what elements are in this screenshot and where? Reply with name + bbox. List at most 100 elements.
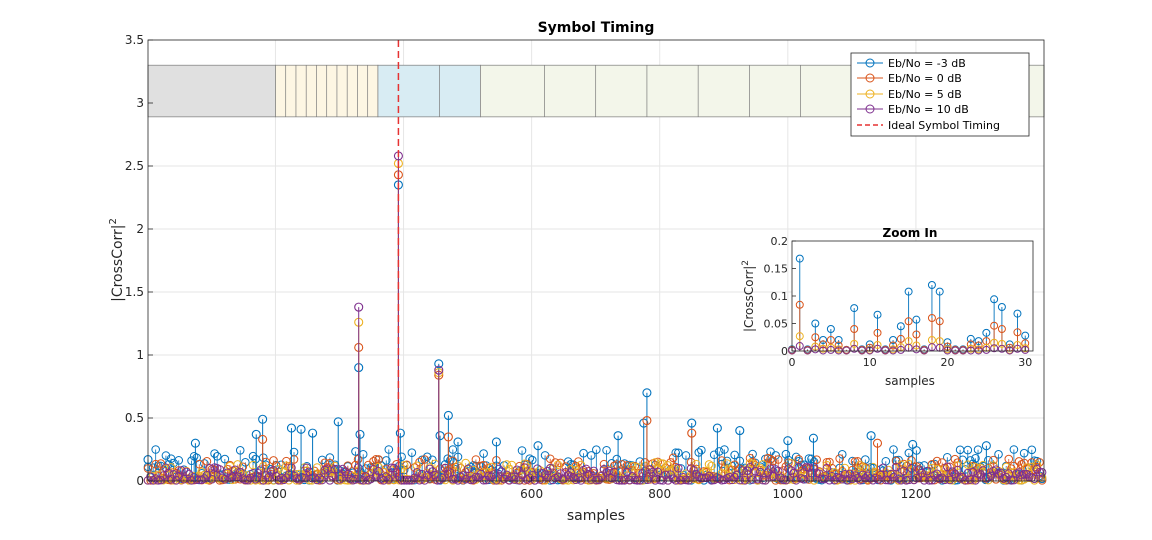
noise-marker <box>909 475 919 485</box>
noise-marker <box>276 473 286 483</box>
legend-entry-eb-0: Eb/No = 0 dB <box>857 72 962 85</box>
legend-label-eb-0: Eb/No = 0 dB <box>888 72 962 85</box>
stem-marker <box>251 429 261 439</box>
noise-marker <box>686 464 696 473</box>
zoom-stem-marker <box>811 345 820 354</box>
legend-marker-eb-m3 <box>865 58 875 68</box>
noise-marker <box>761 476 770 485</box>
stem-marker <box>639 418 649 428</box>
noise-marker <box>825 457 834 467</box>
zoom-y-ticks: 0 0.05 0.1 0.15 0.2 <box>764 235 796 358</box>
noise-marker <box>159 466 168 476</box>
noise-marker <box>791 452 801 462</box>
noise-marker <box>371 472 381 481</box>
stem-marker <box>533 441 543 451</box>
zoom-stem-marker <box>966 346 975 355</box>
zoom-stem-marker <box>1021 331 1030 340</box>
stem-marker <box>453 437 463 447</box>
zoom-stem-marker <box>997 339 1006 348</box>
noise-marker <box>684 476 693 485</box>
noise-marker <box>768 456 778 466</box>
noise-marker <box>971 454 980 463</box>
noise-marker <box>940 475 950 485</box>
noise-marker <box>343 469 353 479</box>
stem-marker <box>872 438 883 448</box>
zoom-x-tick-label: 0 <box>789 356 796 369</box>
noise-marker <box>566 468 576 477</box>
noise-marker <box>822 463 832 473</box>
zoom-stem-marker <box>811 319 820 328</box>
zoom-x-ticks: 0 10 20 30 <box>789 347 1032 369</box>
noise-marker <box>953 465 962 475</box>
noise-marker <box>561 462 570 471</box>
noise-marker <box>338 464 347 474</box>
noise-marker <box>335 474 345 484</box>
noise-marker <box>581 464 591 474</box>
noise-marker <box>489 470 499 479</box>
zoom-stem-marker <box>997 344 1006 353</box>
noise-marker <box>658 459 668 468</box>
noise-marker <box>443 454 453 463</box>
stem-marker <box>434 359 444 369</box>
noise-marker <box>668 464 678 474</box>
noise-marker <box>758 475 768 485</box>
noise-marker <box>502 470 511 480</box>
noise-series-3 <box>143 462 1047 485</box>
noise-marker <box>881 475 891 485</box>
zoom-stem-marker <box>1013 309 1022 318</box>
noise-marker <box>940 465 950 474</box>
noise-marker <box>553 460 563 470</box>
noise-marker <box>942 462 952 472</box>
y-tick-label: 1.5 <box>125 285 144 299</box>
zoom-y-axis-label: |CrossCorr|2 <box>741 260 756 332</box>
stem-marker <box>296 424 306 434</box>
noise-marker <box>884 475 893 485</box>
zoom-x-axis-label: samples <box>885 374 935 388</box>
noise-marker <box>384 445 394 454</box>
zoom-stem-marker <box>974 341 983 350</box>
noise-marker <box>417 469 427 479</box>
noise-marker <box>153 461 163 471</box>
noise-marker <box>589 466 599 476</box>
noise-marker <box>776 473 786 483</box>
legend-entry-eb-10: Eb/No = 10 dB <box>857 103 969 116</box>
noise-marker <box>622 467 632 477</box>
noise-marker <box>425 464 435 474</box>
noise-floor <box>143 445 1047 485</box>
noise-marker <box>784 464 793 473</box>
zoom-stem-marker <box>966 334 975 343</box>
stem-marker <box>908 439 918 450</box>
noise-marker <box>868 475 878 485</box>
zoom-stem-marker <box>795 332 804 341</box>
noise-marker <box>758 460 768 469</box>
noise-marker <box>1035 467 1044 477</box>
noise-marker <box>479 475 488 485</box>
stem-marker <box>354 302 364 312</box>
noise-marker <box>1032 460 1042 470</box>
noise-marker <box>750 466 760 476</box>
noise-marker <box>279 475 289 485</box>
noise-marker <box>215 465 225 474</box>
noise-marker <box>779 475 788 485</box>
stem-marker <box>258 414 268 424</box>
zoom-stem-marker <box>819 346 828 355</box>
noise-marker <box>840 469 850 479</box>
x-axis-label: samples <box>567 508 625 524</box>
noise-marker <box>1004 454 1014 464</box>
noise-marker <box>282 461 291 471</box>
noise-marker <box>889 445 898 454</box>
noise-marker <box>397 452 406 462</box>
frame-segment-2 <box>377 64 481 118</box>
noise-marker <box>937 473 947 483</box>
noise-marker <box>1030 474 1039 484</box>
noise-marker <box>876 470 885 480</box>
zoom-stem-marker <box>881 346 890 355</box>
noise-marker <box>545 463 555 473</box>
noise-marker <box>994 449 1003 459</box>
noise-marker <box>720 445 729 454</box>
noise-marker <box>812 455 821 464</box>
noise-marker <box>174 456 184 465</box>
x-tick-label: 400 <box>392 487 415 501</box>
noise-marker <box>527 471 537 480</box>
legend-label-eb-10: Eb/No = 10 dB <box>888 103 969 116</box>
